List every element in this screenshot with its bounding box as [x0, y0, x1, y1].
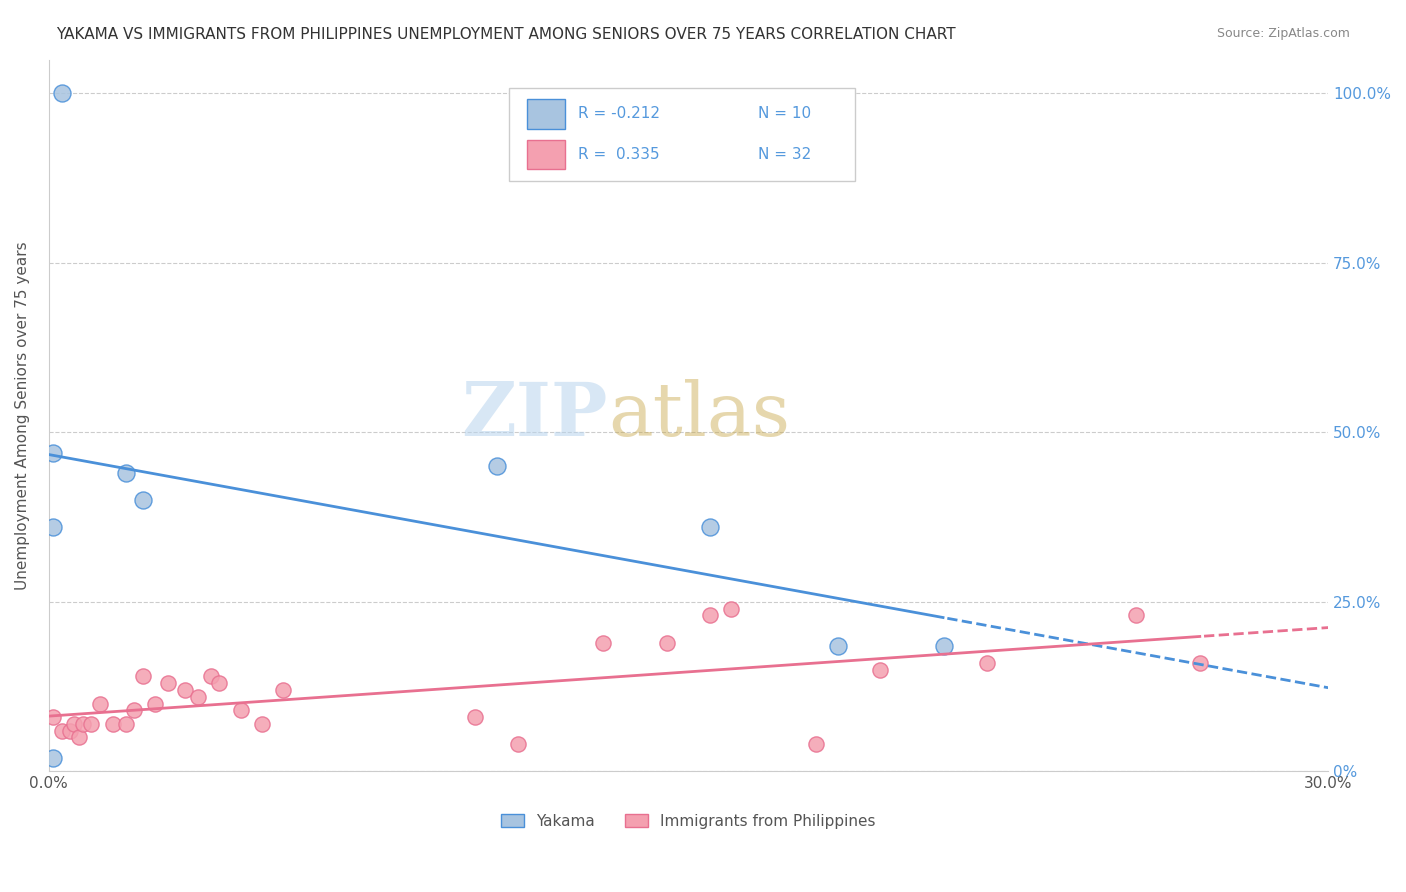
Point	[89, 697, 111, 711]
Point	[157, 676, 180, 690]
Point	[145, 697, 167, 711]
Point	[720, 601, 742, 615]
Point	[806, 737, 828, 751]
Point	[131, 493, 153, 508]
Point	[42, 710, 65, 724]
Point	[250, 717, 273, 731]
Point	[59, 723, 82, 738]
Point	[174, 683, 197, 698]
Point	[464, 710, 486, 724]
Point	[67, 731, 90, 745]
Point	[122, 703, 145, 717]
Point	[1189, 656, 1212, 670]
Point	[101, 717, 124, 731]
Point	[655, 635, 678, 649]
Point	[934, 639, 956, 653]
Point	[699, 608, 721, 623]
Point	[114, 717, 136, 731]
Point	[51, 87, 73, 101]
Point	[80, 717, 103, 731]
Point	[42, 446, 65, 460]
Point	[827, 639, 849, 653]
Point	[699, 520, 721, 534]
Point	[485, 459, 508, 474]
Point	[271, 683, 294, 698]
Point	[1125, 608, 1147, 623]
Text: Source: ZipAtlas.com: Source: ZipAtlas.com	[1216, 27, 1350, 40]
Text: YAKAMA VS IMMIGRANTS FROM PHILIPPINES UNEMPLOYMENT AMONG SENIORS OVER 75 YEARS C: YAKAMA VS IMMIGRANTS FROM PHILIPPINES UN…	[56, 27, 956, 42]
Point	[114, 466, 136, 480]
Point	[42, 520, 65, 534]
Point	[506, 737, 529, 751]
Point	[229, 703, 252, 717]
Point	[187, 690, 209, 704]
Point	[51, 723, 73, 738]
Legend: Yakama, Immigrants from Philippines: Yakama, Immigrants from Philippines	[495, 807, 882, 835]
Point	[208, 676, 231, 690]
Point	[42, 751, 65, 765]
Point	[592, 635, 614, 649]
Text: atlas: atlas	[607, 379, 790, 452]
Text: ZIP: ZIP	[461, 379, 607, 452]
Point	[869, 663, 891, 677]
Point	[200, 669, 222, 683]
Point	[131, 669, 153, 683]
Y-axis label: Unemployment Among Seniors over 75 years: Unemployment Among Seniors over 75 years	[15, 241, 30, 590]
Point	[72, 717, 94, 731]
Point	[976, 656, 998, 670]
Point	[63, 717, 86, 731]
